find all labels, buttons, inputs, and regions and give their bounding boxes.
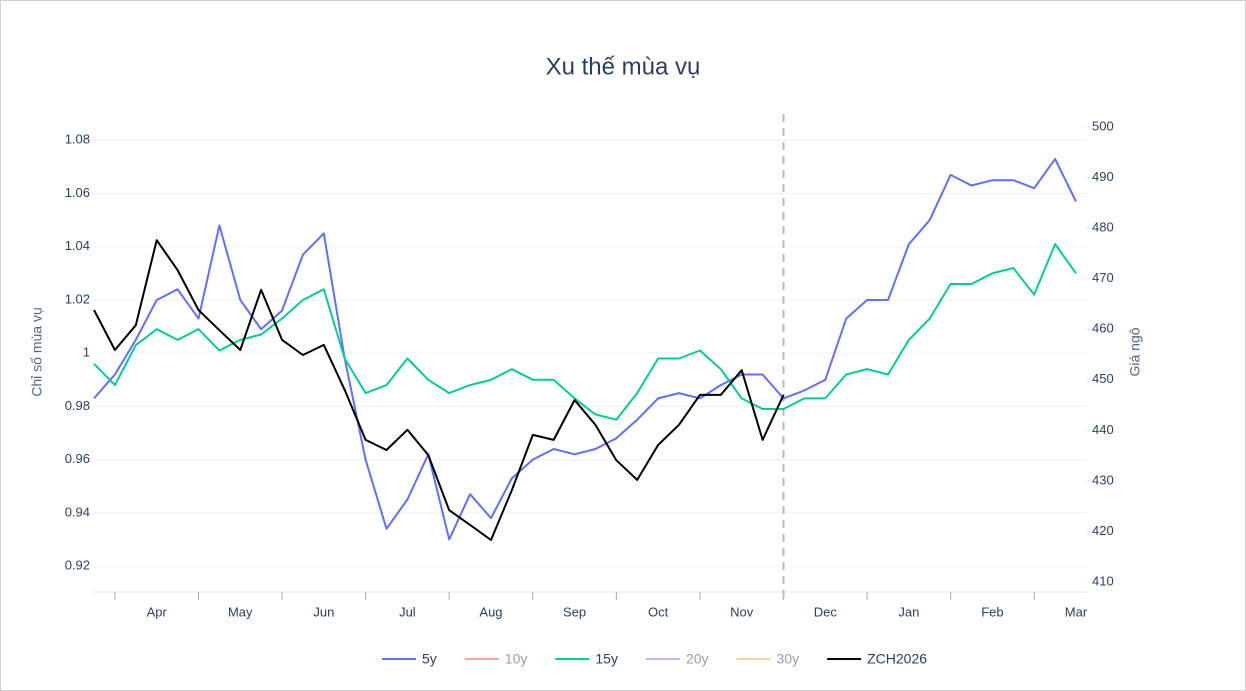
- plot-area: [93, 157, 1077, 541]
- y2-tick-label: 460: [1092, 321, 1114, 336]
- y-tick-label: 0.96: [65, 451, 90, 466]
- legend-label[interactable]: 5y: [422, 651, 437, 667]
- x-tick-label: Sep: [563, 604, 586, 619]
- series-line: [93, 239, 785, 541]
- legend-item[interactable]: 30y: [736, 651, 800, 667]
- legend-label[interactable]: 15y: [595, 651, 618, 667]
- y2-tick-label: 440: [1092, 422, 1114, 437]
- chart-title: Xu thế mùa vụ: [546, 53, 701, 80]
- legend-label[interactable]: 30y: [777, 651, 800, 667]
- x-tick-label: Jul: [399, 604, 416, 619]
- legend-item[interactable]: 20y: [645, 651, 709, 667]
- x-tick-label: Feb: [981, 604, 1003, 619]
- y-tick-label: 1.02: [65, 291, 90, 306]
- legend-label[interactable]: 10y: [505, 651, 528, 667]
- y2-tick-label: 430: [1092, 472, 1114, 487]
- x-tick-label: Jan: [898, 604, 919, 619]
- y2-tick-label: 500: [1092, 118, 1114, 133]
- x-tick-label: Nov: [730, 604, 754, 619]
- x-tick-label: Jun: [313, 604, 334, 619]
- y2-tick-label: 410: [1092, 573, 1114, 588]
- y-axis-title: Chỉ số mùa vụ: [29, 307, 45, 396]
- grid: [93, 114, 1090, 600]
- y-tick-label: 0.92: [65, 557, 90, 572]
- y2-axis-title: Giá ngô: [1127, 327, 1143, 376]
- legend-item[interactable]: 15y: [555, 651, 618, 667]
- series-line: [93, 157, 1077, 541]
- y2-tick-label: 450: [1092, 371, 1114, 386]
- legend[interactable]: 5y 10y 15y 20y 30y ZCH2026: [382, 651, 927, 667]
- y-tick-label: 1.04: [65, 238, 90, 253]
- x-tick-label: Mar: [1065, 604, 1088, 619]
- x-tick-label: Apr: [147, 604, 168, 619]
- x-tick-label: May: [228, 604, 253, 619]
- y2-tick-label: 420: [1092, 523, 1114, 538]
- legend-item[interactable]: 10y: [464, 651, 528, 667]
- y-tick-label: 1.06: [65, 185, 90, 200]
- legend-label[interactable]: 20y: [686, 651, 709, 667]
- y-tick-label: 1.08: [65, 132, 90, 147]
- x-tick-label: Dec: [814, 604, 838, 619]
- x-tick-label: Aug: [479, 604, 502, 619]
- series-line: [93, 243, 1077, 421]
- legend-item[interactable]: 5y: [382, 651, 437, 667]
- y-tick-label: 0.94: [65, 504, 90, 519]
- legend-label[interactable]: ZCH2026: [867, 651, 927, 667]
- y2-tick-label: 480: [1092, 220, 1114, 235]
- y-tick-label: 1: [83, 345, 90, 360]
- y-tick-label: 0.98: [65, 398, 90, 413]
- legend-item[interactable]: ZCH2026: [827, 651, 927, 667]
- x-tick-label: Oct: [648, 604, 669, 619]
- y2-tick-label: 470: [1092, 270, 1114, 285]
- y2-tick-label: 490: [1092, 169, 1114, 184]
